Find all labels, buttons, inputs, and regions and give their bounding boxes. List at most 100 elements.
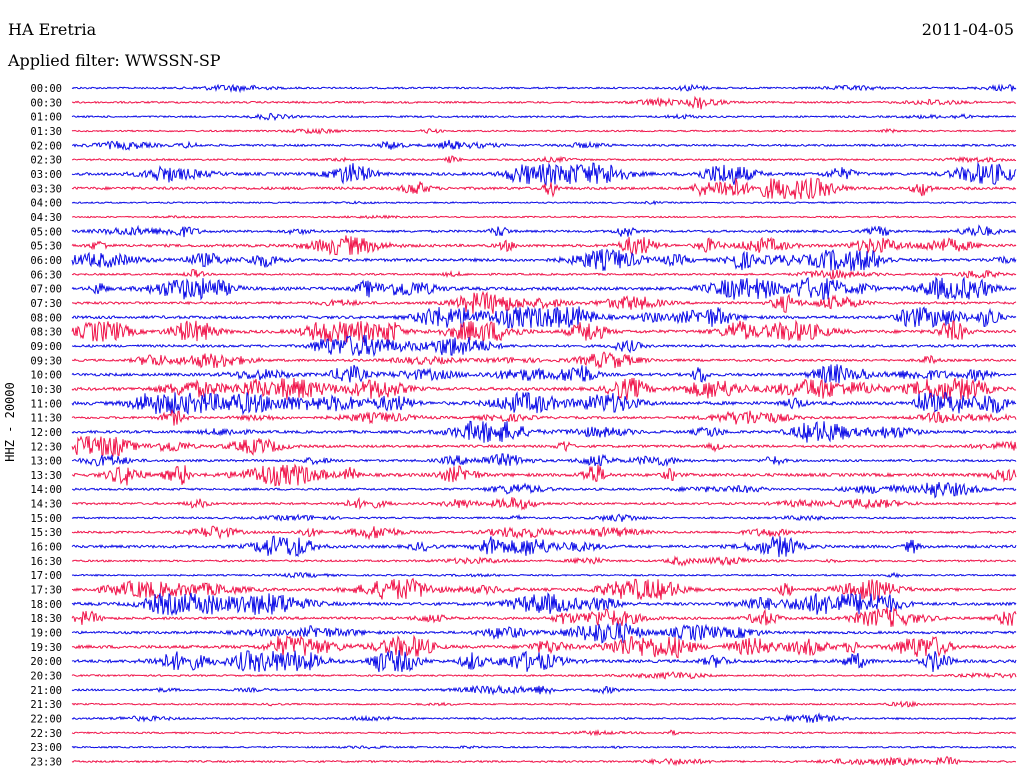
trace-line [71, 463, 1017, 487]
trace-line [71, 606, 1017, 627]
time-label: 16:30 [30, 556, 62, 568]
time-label: 07:00 [30, 284, 62, 296]
time-label: 15:30 [30, 527, 62, 539]
trace-line [71, 248, 1017, 271]
trace-line [71, 334, 1017, 358]
time-label: 06:00 [30, 255, 62, 267]
trace-line [71, 95, 1017, 110]
trace-line [71, 712, 1017, 724]
time-label: 12:00 [30, 427, 62, 439]
trace-line [71, 745, 1017, 750]
time-label: 14:30 [30, 499, 62, 511]
trace-line [71, 268, 1017, 280]
trace-line [71, 224, 1017, 238]
trace-line [71, 305, 1017, 329]
trace-line [71, 235, 1017, 257]
trace-line [71, 177, 1017, 200]
time-label: 21:00 [30, 685, 62, 697]
time-label: 20:30 [30, 671, 62, 683]
trace-line [71, 290, 1017, 314]
time-label: 23:30 [30, 757, 62, 769]
time-label: 03:00 [30, 169, 62, 181]
time-label: 22:00 [30, 714, 62, 726]
time-label: 10:00 [30, 370, 62, 382]
station-title: HA Eretria [8, 20, 97, 39]
trace-line [71, 634, 1017, 659]
trace-line [71, 513, 1017, 523]
time-label: 17:00 [30, 570, 62, 582]
trace-line [71, 671, 1017, 680]
trace-line [72, 139, 1017, 151]
trace-line [72, 577, 1017, 601]
trace-line [71, 650, 1017, 673]
trace-line [71, 161, 1017, 186]
time-label: 15:00 [30, 513, 62, 525]
trace-line [72, 155, 1017, 164]
filter-label: Applied filter: WWSSN-SP [8, 51, 221, 70]
trace-line [71, 571, 1017, 579]
time-label: 16:00 [30, 542, 62, 554]
trace-line [71, 435, 1017, 458]
time-label: 18:00 [30, 599, 62, 611]
time-label: 03:30 [30, 183, 62, 195]
time-label: 00:00 [30, 83, 62, 95]
time-label: 04:30 [30, 212, 62, 224]
trace-line [71, 83, 1017, 94]
time-label: 06:30 [30, 269, 62, 281]
time-label: 05:30 [30, 241, 62, 253]
time-label: 08:30 [30, 327, 62, 339]
trace-line [71, 408, 1017, 426]
time-label: 04:00 [30, 198, 62, 210]
trace-line [71, 755, 1016, 767]
time-label: 05:00 [30, 226, 62, 238]
trace-line [71, 351, 1017, 370]
time-label: 01:00 [30, 112, 62, 124]
time-label: 13:00 [30, 456, 62, 468]
trace-line [71, 127, 1017, 135]
trace-line [71, 555, 1017, 567]
trace-line [72, 453, 1017, 467]
trace-line [71, 214, 1016, 220]
trace-line [71, 199, 1017, 206]
time-label: 11:30 [30, 413, 62, 425]
trace-line [71, 377, 1017, 400]
time-label: 12:30 [30, 441, 62, 453]
trace-line [71, 276, 1017, 301]
trace-line [71, 364, 1017, 384]
time-label: 00:30 [30, 97, 62, 109]
trace-line [71, 684, 1017, 696]
date-label: 2011-04-05 [921, 20, 1014, 39]
trace-line [71, 525, 1017, 541]
time-label: 01:30 [30, 126, 62, 138]
time-label: 07:30 [30, 298, 62, 310]
time-label: 02:30 [30, 155, 62, 167]
time-label: 10:30 [30, 384, 62, 396]
time-label: 21:30 [30, 699, 62, 711]
trace-line [71, 319, 1017, 344]
time-label: 19:00 [30, 628, 62, 640]
time-label: 11:00 [30, 398, 62, 410]
time-label: 09:00 [30, 341, 62, 353]
time-label: 14:00 [30, 484, 62, 496]
time-label: 19:30 [30, 642, 62, 654]
trace-line [71, 496, 1017, 511]
trace-line [71, 592, 1017, 617]
time-label: 13:30 [30, 470, 62, 482]
trace-line [71, 535, 1017, 558]
trace-line [71, 481, 1017, 499]
trace-line [71, 420, 1017, 443]
time-label: 09:30 [30, 355, 62, 367]
trace-line [71, 728, 1017, 737]
time-label: 23:00 [30, 742, 62, 754]
trace-line [71, 622, 1017, 644]
trace-line [71, 391, 1017, 416]
time-label: 02:00 [30, 140, 62, 152]
time-label: 22:30 [30, 728, 62, 740]
time-label: 17:30 [30, 585, 62, 597]
time-label: 20:00 [30, 656, 62, 668]
trace-line [71, 112, 1017, 122]
time-label: 18:30 [30, 613, 62, 625]
time-label: 08:00 [30, 312, 62, 324]
trace-line [71, 700, 1017, 708]
